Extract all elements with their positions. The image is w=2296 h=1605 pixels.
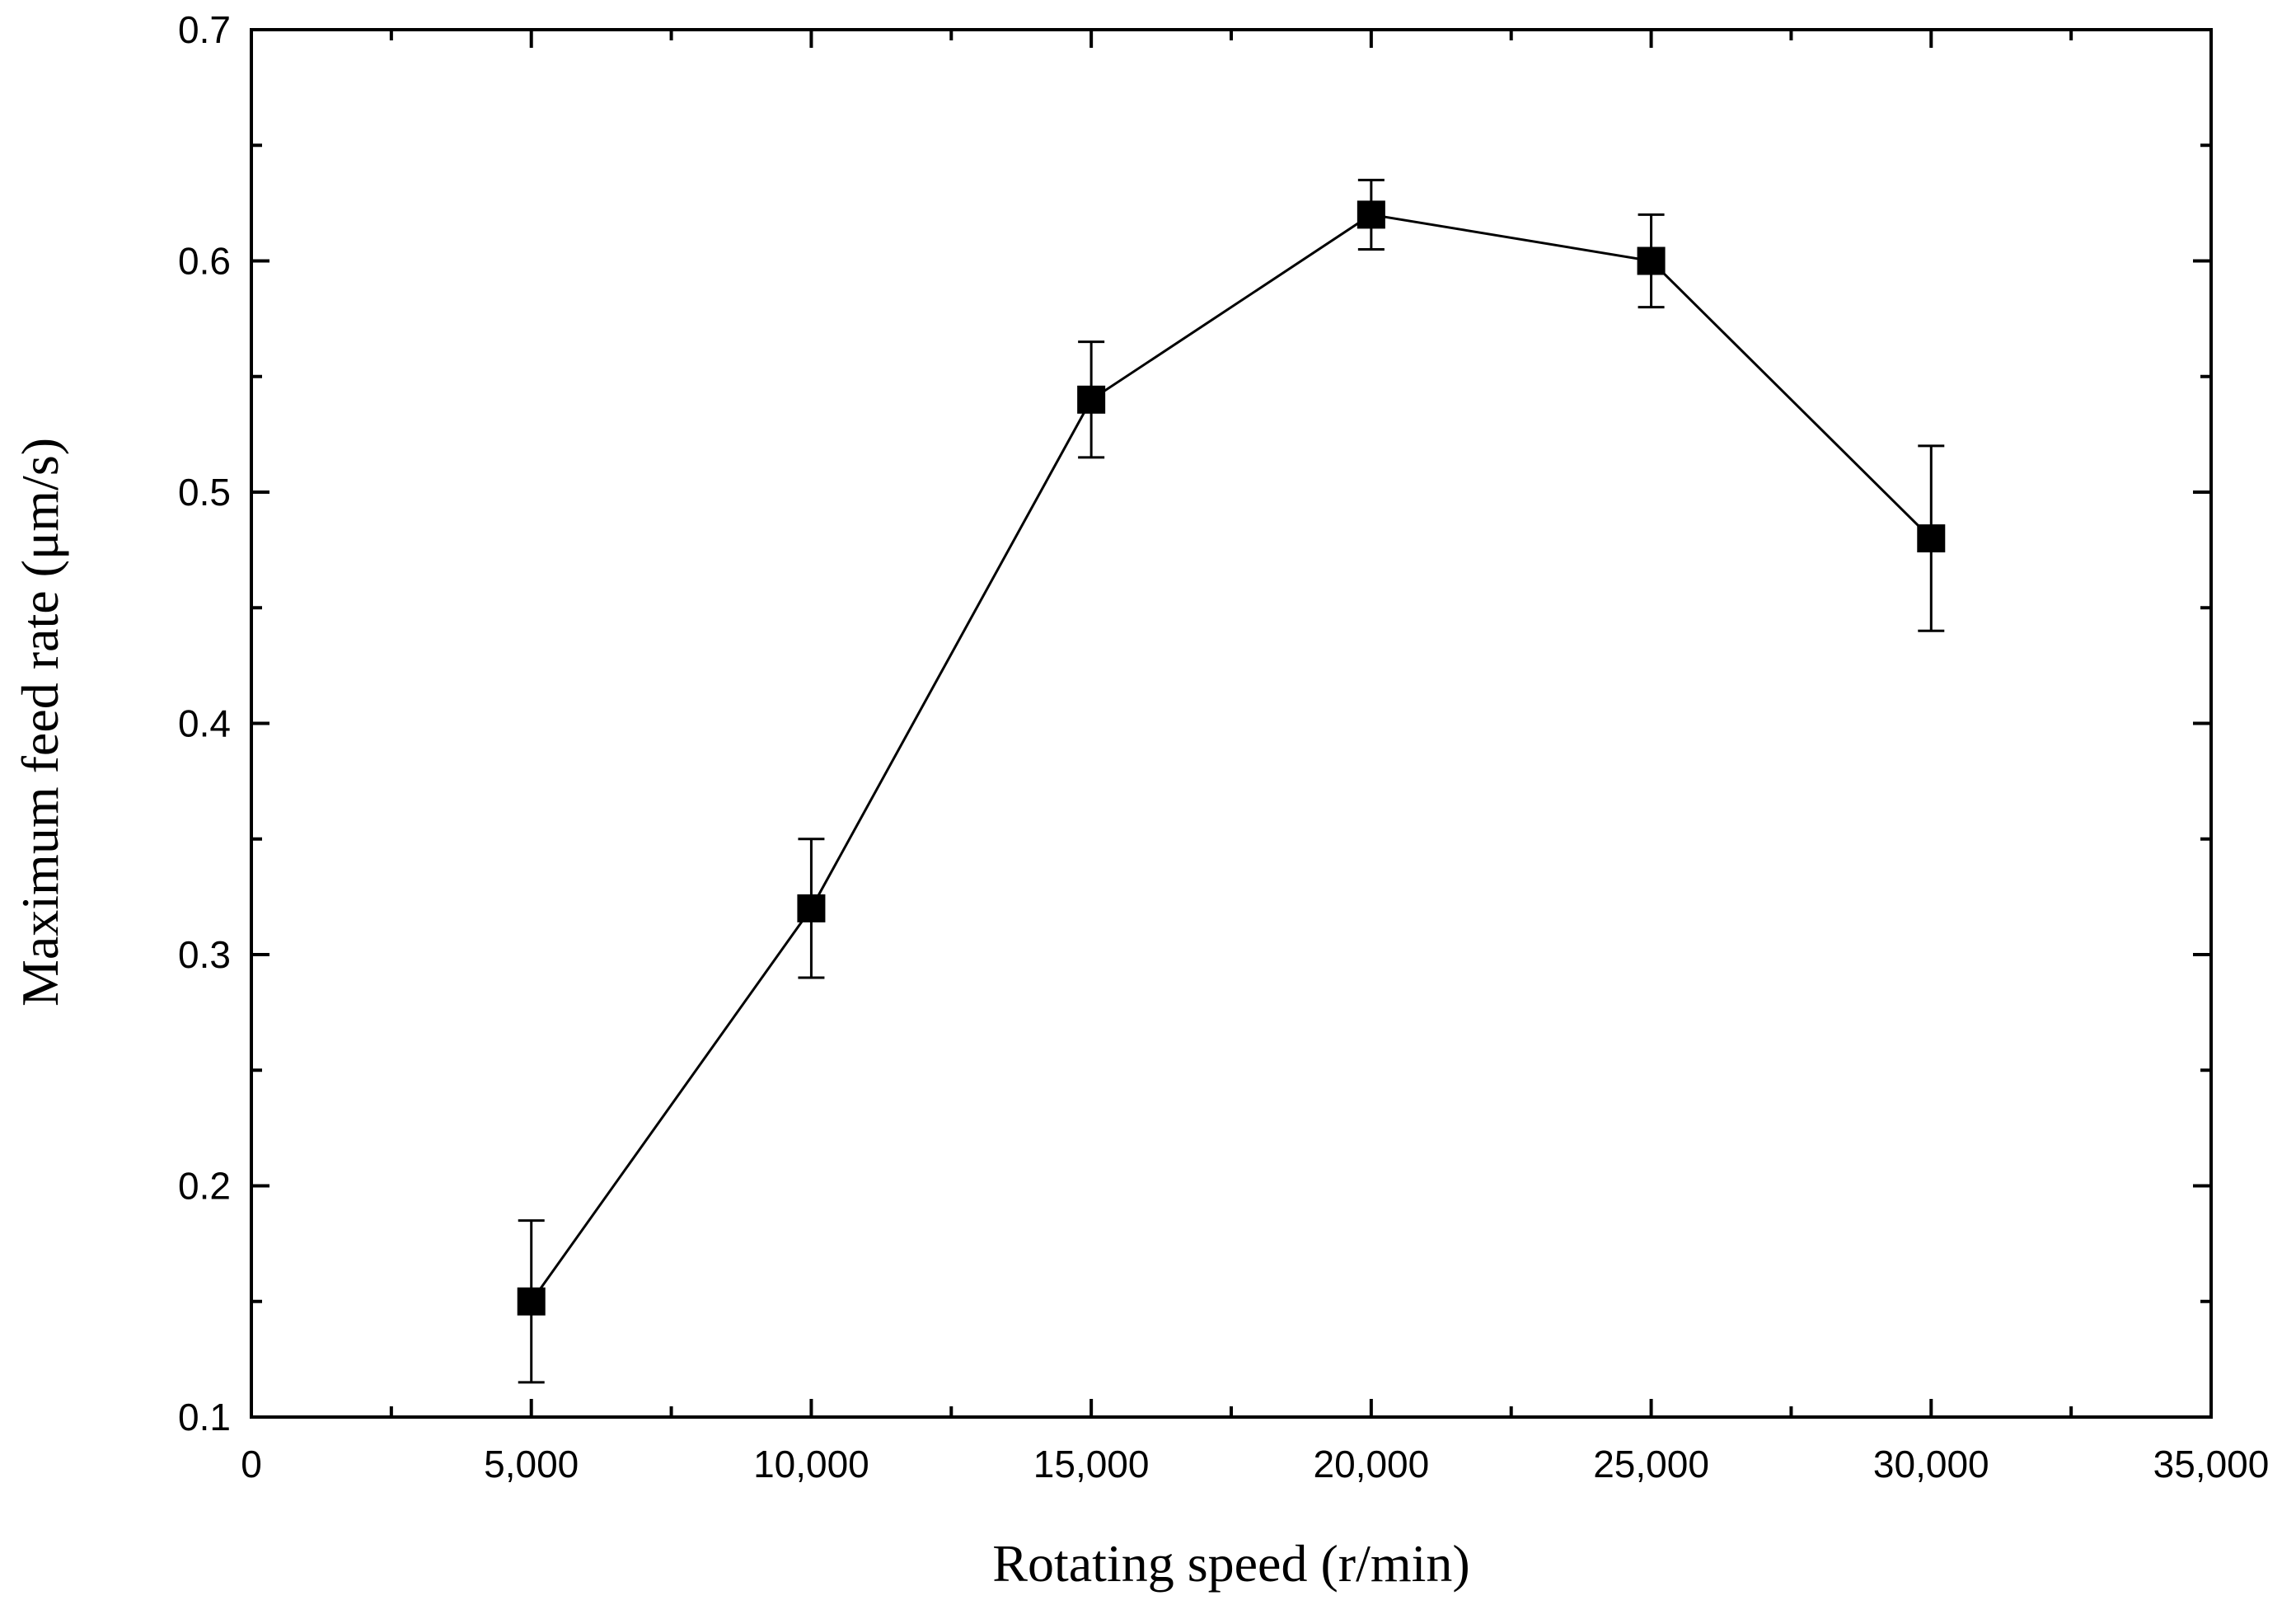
data-point-marker — [1917, 524, 1945, 552]
data-point-marker — [518, 1288, 546, 1316]
x-tick-label: 0 — [241, 1443, 262, 1485]
y-axis-label: Maximum feed rate (μm/s) — [11, 438, 69, 1007]
x-axis-ticks — [251, 30, 2211, 1417]
x-axis-tick-labels: 0 5,000 10,000 15,000 20,000 25,000 30,000 35,0… — [241, 1443, 2269, 1485]
series-line — [532, 214, 1932, 1301]
data-point-marker — [1638, 247, 1666, 275]
y-axis-tick-labels: 0.1 0.2 0.3 0.4 0.5 0.6 0.7 — [178, 8, 231, 1438]
x-tick-label: 30,000 — [1873, 1443, 1989, 1485]
series-layer — [518, 180, 1946, 1382]
y-tick-label: 0.3 — [178, 933, 231, 976]
x-tick-label: 20,000 — [1314, 1443, 1430, 1485]
data-point-marker — [1357, 200, 1385, 228]
y-tick-label: 0.7 — [178, 8, 231, 51]
y-tick-label: 0.6 — [178, 240, 231, 283]
data-point-marker — [797, 894, 825, 922]
y-tick-label: 0.1 — [178, 1396, 231, 1438]
x-tick-label: 35,000 — [2153, 1443, 2270, 1485]
y-tick-label: 0.5 — [178, 471, 231, 514]
x-tick-label: 10,000 — [753, 1443, 869, 1485]
x-tick-label: 5,000 — [484, 1443, 579, 1485]
x-tick-label: 25,000 — [1593, 1443, 1709, 1485]
x-axis-label: Rotating speed (r/min) — [992, 1534, 1469, 1593]
y-axis-ticks — [251, 30, 2211, 1417]
y-tick-label: 0.4 — [178, 702, 231, 745]
y-tick-label: 0.2 — [178, 1165, 231, 1208]
data-point-marker — [1077, 386, 1105, 414]
plot-frame — [251, 30, 2211, 1417]
x-tick-label: 15,000 — [1033, 1443, 1150, 1485]
